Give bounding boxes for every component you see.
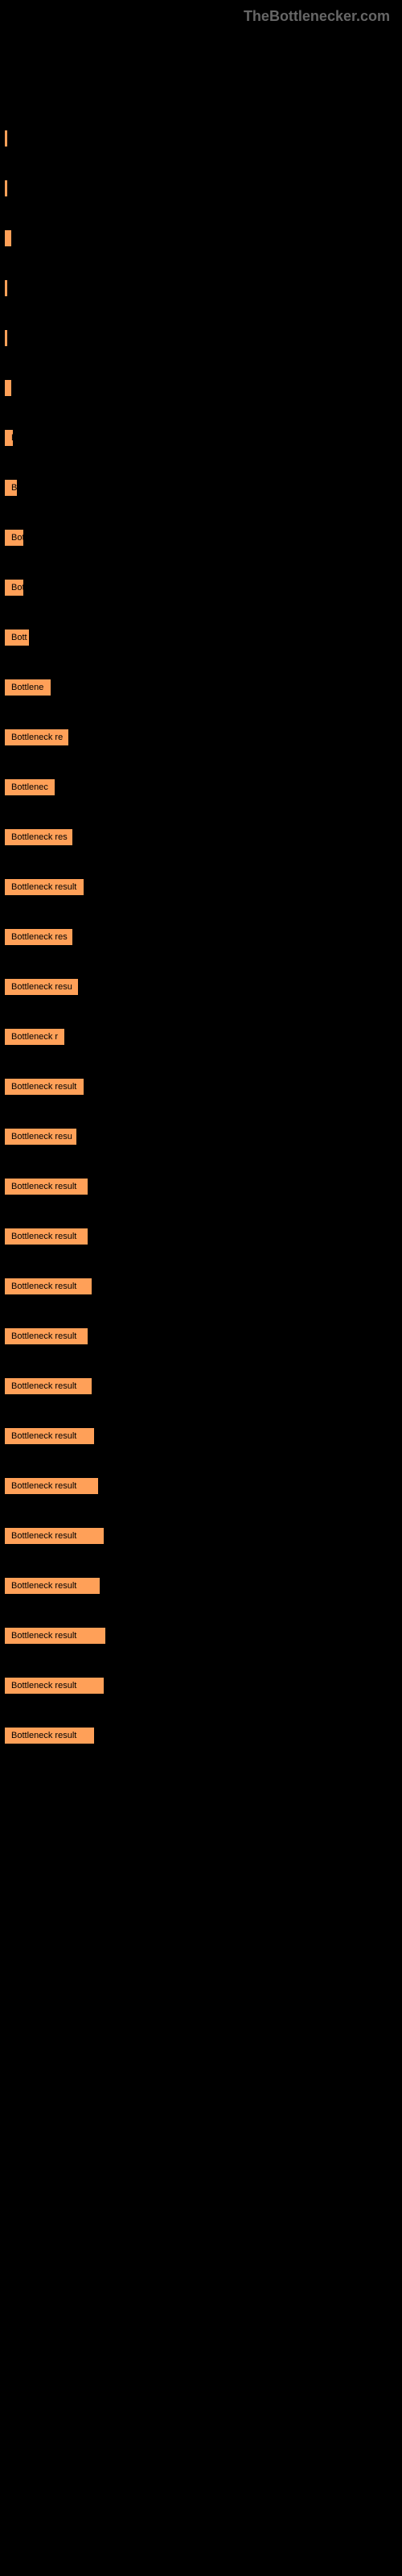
bar-label: Bottleneck resu xyxy=(11,1132,72,1141)
bar-row: Bott xyxy=(4,629,398,646)
chart-bar: Bot xyxy=(4,579,24,597)
chart-bar: Bottleneck r xyxy=(4,1028,65,1046)
bar-label: Bot xyxy=(11,533,25,543)
bar-label: Bottleneck result xyxy=(11,1232,76,1241)
chart-bar: Bottleneck result xyxy=(4,1178,88,1195)
bar-row: Bottleneck result xyxy=(4,1178,398,1195)
bar-row: Bo xyxy=(4,479,398,497)
bar-row: Bottleneck result xyxy=(4,1377,398,1395)
bar-row: Bottleneck result xyxy=(4,1577,398,1595)
chart-bar: B xyxy=(4,429,14,447)
chart-bar: Bott xyxy=(4,629,30,646)
bar-row xyxy=(4,180,398,197)
chart-bar: Bottleneck result xyxy=(4,1627,106,1645)
bar-row: Bot xyxy=(4,529,398,547)
bar-label: Bottleneck result xyxy=(11,1631,76,1641)
bar-label: B xyxy=(11,383,17,393)
chart-bar: Bottleneck res xyxy=(4,828,73,846)
chart-bar: Bottlenec xyxy=(4,778,55,796)
chart-bar: Bottleneck result xyxy=(4,1377,92,1395)
bar-row xyxy=(4,279,398,297)
chart-bar: Bottleneck result xyxy=(4,1228,88,1245)
bar-label: Bottleneck result xyxy=(11,882,76,892)
chart-bar: Bottleneck res xyxy=(4,928,73,946)
bar-row: Bottlene xyxy=(4,679,398,696)
chart-bar: B xyxy=(4,229,12,247)
bar-label: Bo xyxy=(11,483,22,493)
bar-label: Bottleneck result xyxy=(11,1082,76,1092)
chart-bar: B xyxy=(4,379,12,397)
chart-bar xyxy=(4,329,8,347)
bar-chart: BBBBoBotBotBottBottleneBottleneck reBott… xyxy=(0,130,402,1744)
bar-label: Bottlenec xyxy=(11,782,48,792)
chart-bar: Bottleneck result xyxy=(4,1327,88,1345)
bar-label: Bottleneck result xyxy=(11,1282,76,1291)
bar-row: Bottleneck result xyxy=(4,1627,398,1645)
chart-bar: Bottleneck resu xyxy=(4,978,79,996)
bar-label: Bottleneck result xyxy=(11,1331,76,1341)
bar-label: Bottleneck result xyxy=(11,1431,76,1441)
chart-bar: Bottleneck result xyxy=(4,1677,105,1695)
bar-label: B xyxy=(11,433,17,443)
chart-bar: Bot xyxy=(4,529,24,547)
bar-row: Bottleneck r xyxy=(4,1028,398,1046)
chart-bar: Bottleneck result xyxy=(4,1727,95,1744)
bar-label: Bottleneck result xyxy=(11,1681,76,1690)
chart-bar: Bottleneck result xyxy=(4,878,84,896)
bar-label: Bottleneck res xyxy=(11,832,68,842)
bar-row: Bottleneck resu xyxy=(4,978,398,996)
chart-bar: Bottlene xyxy=(4,679,51,696)
bar-label: Bottleneck result xyxy=(11,1182,76,1191)
bar-row: Bottleneck result xyxy=(4,1477,398,1495)
bar-label: Bot xyxy=(11,583,25,592)
chart-bar xyxy=(4,279,8,297)
bar-label: Bottleneck res xyxy=(11,932,68,942)
bar-row: Bottleneck re xyxy=(4,729,398,746)
chart-bar: Bottleneck result xyxy=(4,1278,92,1295)
bar-label: Bottleneck re xyxy=(11,733,63,742)
chart-bar xyxy=(4,130,8,147)
bar-label: B xyxy=(11,233,17,243)
watermark-text: TheBottlenecker.com xyxy=(0,0,402,33)
bar-row: Bottleneck result xyxy=(4,1278,398,1295)
bar-label: Bottleneck result xyxy=(11,1481,76,1491)
bar-row: Bottlenec xyxy=(4,778,398,796)
bar-row: Bottleneck result xyxy=(4,1327,398,1345)
chart-bar: Bottleneck result xyxy=(4,1527,105,1545)
chart-bar: Bottleneck result xyxy=(4,1477,99,1495)
bar-row: Bottleneck result xyxy=(4,1228,398,1245)
bar-row: B xyxy=(4,229,398,247)
chart-bar xyxy=(4,180,8,197)
bar-label: Bottleneck result xyxy=(11,1531,76,1541)
bar-row: Bottleneck res xyxy=(4,928,398,946)
chart-bar: Bottleneck re xyxy=(4,729,69,746)
bar-row: B xyxy=(4,429,398,447)
chart-bar: Bottleneck result xyxy=(4,1078,84,1096)
bar-row: Bottleneck result xyxy=(4,1527,398,1545)
chart-bar: Bottleneck resu xyxy=(4,1128,77,1146)
bar-row: Bottleneck result xyxy=(4,878,398,896)
bar-row: Bottleneck resu xyxy=(4,1128,398,1146)
bar-row: Bot xyxy=(4,579,398,597)
bar-label: Bottleneck r xyxy=(11,1032,58,1042)
bar-row: Bottleneck result xyxy=(4,1078,398,1096)
bar-label: Bott xyxy=(11,633,27,642)
bar-row: Bottleneck res xyxy=(4,828,398,846)
bar-label: Bottleneck result xyxy=(11,1581,76,1591)
bar-row: Bottleneck result xyxy=(4,1427,398,1445)
bar-row: Bottleneck result xyxy=(4,1727,398,1744)
bar-label: Bottleneck result xyxy=(11,1731,76,1740)
bar-label: Bottleneck resu xyxy=(11,982,72,992)
bar-row: B xyxy=(4,379,398,397)
chart-bar: Bo xyxy=(4,479,18,497)
bar-row xyxy=(4,130,398,147)
bar-row: Bottleneck result xyxy=(4,1677,398,1695)
bar-label: Bottleneck result xyxy=(11,1381,76,1391)
chart-bar: Bottleneck result xyxy=(4,1427,95,1445)
bar-label: Bottlene xyxy=(11,683,43,692)
bar-row xyxy=(4,329,398,347)
chart-bar: Bottleneck result xyxy=(4,1577,100,1595)
